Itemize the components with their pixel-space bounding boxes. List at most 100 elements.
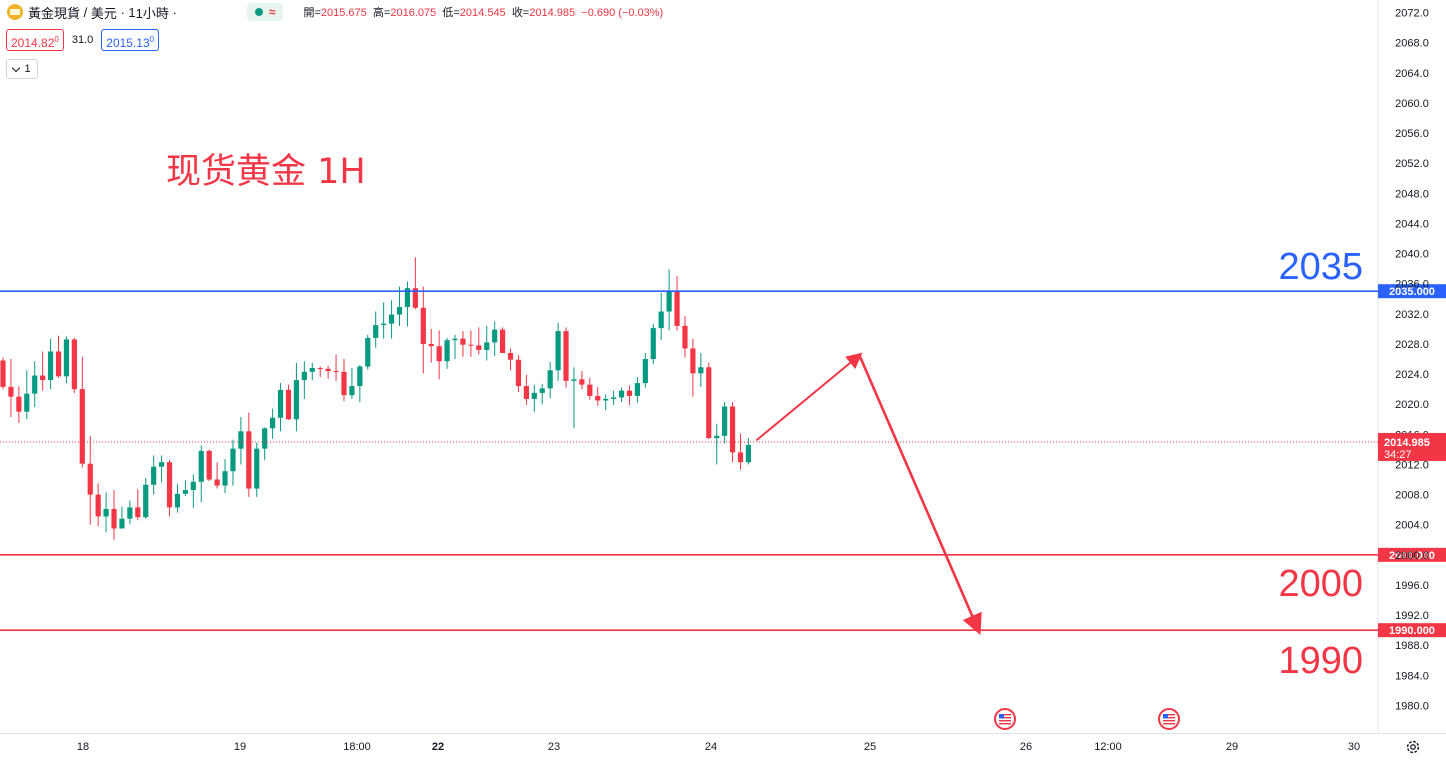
candle-body xyxy=(492,329,498,343)
countdown-label: 34:27 xyxy=(1384,449,1412,461)
candle xyxy=(159,455,165,483)
candle-body xyxy=(658,311,664,329)
candle-body xyxy=(729,406,736,453)
candle-body xyxy=(698,367,704,374)
candle-body xyxy=(32,375,38,394)
candle xyxy=(611,390,617,405)
candle xyxy=(24,370,30,420)
candle xyxy=(452,334,458,359)
settings-gear-icon[interactable] xyxy=(1404,738,1422,756)
price-tick: 2068.0 xyxy=(1395,38,1429,50)
candle-body xyxy=(262,428,268,449)
candle xyxy=(333,354,339,381)
candle-body xyxy=(626,390,633,396)
symbol-name[interactable]: 黃金現貨 xyxy=(28,5,81,21)
price-tick: 1988.0 xyxy=(1395,640,1429,652)
candle-body xyxy=(611,397,617,399)
candle-body xyxy=(55,351,62,377)
flag-canton xyxy=(1163,714,1168,719)
us-flag-icon xyxy=(1158,708,1180,730)
candle xyxy=(79,356,85,468)
flag-bg xyxy=(999,714,1011,723)
candle xyxy=(0,357,6,390)
price-tick: 2064.0 xyxy=(1395,68,1429,80)
candle-body xyxy=(603,398,609,401)
candle xyxy=(230,439,236,486)
sell-price: 2014.82 xyxy=(11,36,55,50)
candle xyxy=(563,327,569,388)
candle-body xyxy=(381,323,387,326)
candle xyxy=(55,335,62,378)
candle xyxy=(151,455,157,495)
candle-body xyxy=(555,331,561,371)
candle-body xyxy=(127,507,133,519)
candle xyxy=(729,401,736,463)
candle xyxy=(555,322,561,381)
market-status-pill[interactable]: ≈ xyxy=(246,3,284,21)
separator-dot-end: · xyxy=(168,4,177,20)
price-tick: 2036.0 xyxy=(1395,279,1429,291)
price-tick: 2012.0 xyxy=(1395,459,1429,471)
candle xyxy=(420,286,426,374)
candle-body xyxy=(373,325,379,338)
time-tick: 24 xyxy=(705,741,717,753)
candle-body xyxy=(396,307,403,315)
candle-body xyxy=(277,389,284,418)
price-tick: 1996.0 xyxy=(1395,580,1429,592)
candle xyxy=(436,330,442,380)
candle xyxy=(674,276,680,331)
flag-bg xyxy=(1163,714,1175,723)
candle xyxy=(666,269,672,331)
candle-body xyxy=(24,393,30,412)
candle xyxy=(166,459,173,517)
low-label: 低= xyxy=(442,7,460,19)
candle-body xyxy=(151,466,157,485)
sell-price-small: 0 xyxy=(54,35,59,44)
candle xyxy=(603,394,609,411)
candle xyxy=(531,384,537,412)
candle-body xyxy=(349,386,355,396)
level-big-label-1990: 1990 xyxy=(1278,640,1363,682)
indicator-collapse-button[interactable]: 1 xyxy=(6,59,38,79)
price-tick: 1980.0 xyxy=(1395,701,1429,713)
time-tick: 18 xyxy=(77,741,89,753)
price-tick: 2000.0 xyxy=(1395,550,1429,562)
sell-button[interactable]: 2014.820 xyxy=(6,29,64,51)
candle-body xyxy=(47,351,54,381)
candle-body xyxy=(444,340,450,362)
candle xyxy=(119,506,125,529)
candle xyxy=(587,377,593,400)
buy-price: 2015.13 xyxy=(106,36,150,50)
candle-body xyxy=(159,462,165,467)
collapse-count: 1 xyxy=(24,63,31,75)
candle xyxy=(254,442,260,497)
candle-body xyxy=(484,342,490,350)
candle-body xyxy=(182,490,188,494)
flag-stripe xyxy=(999,714,1011,716)
candle-body xyxy=(531,392,537,399)
candle xyxy=(381,302,387,339)
candle xyxy=(626,385,633,405)
candle-body xyxy=(285,389,292,420)
candle xyxy=(87,435,93,525)
candle-body xyxy=(404,288,411,308)
level-price-tag-2035 xyxy=(1378,284,1446,299)
candle-body xyxy=(666,290,672,312)
candle xyxy=(8,359,14,418)
candle-body xyxy=(63,339,70,377)
candle xyxy=(523,374,529,405)
candle xyxy=(270,408,276,439)
interval[interactable]: 1小時 xyxy=(135,5,169,21)
candle-body xyxy=(722,406,728,436)
candle-body xyxy=(365,337,371,367)
candle-body xyxy=(325,368,331,372)
candle-body xyxy=(547,370,553,389)
candle-body xyxy=(420,307,426,344)
buy-button[interactable]: 2015.130 xyxy=(101,29,160,51)
candle-body xyxy=(563,331,569,381)
candle-body xyxy=(87,463,93,495)
candle-body xyxy=(79,389,85,464)
level-big-label-2000: 2000 xyxy=(1278,563,1363,605)
candle xyxy=(507,348,514,371)
